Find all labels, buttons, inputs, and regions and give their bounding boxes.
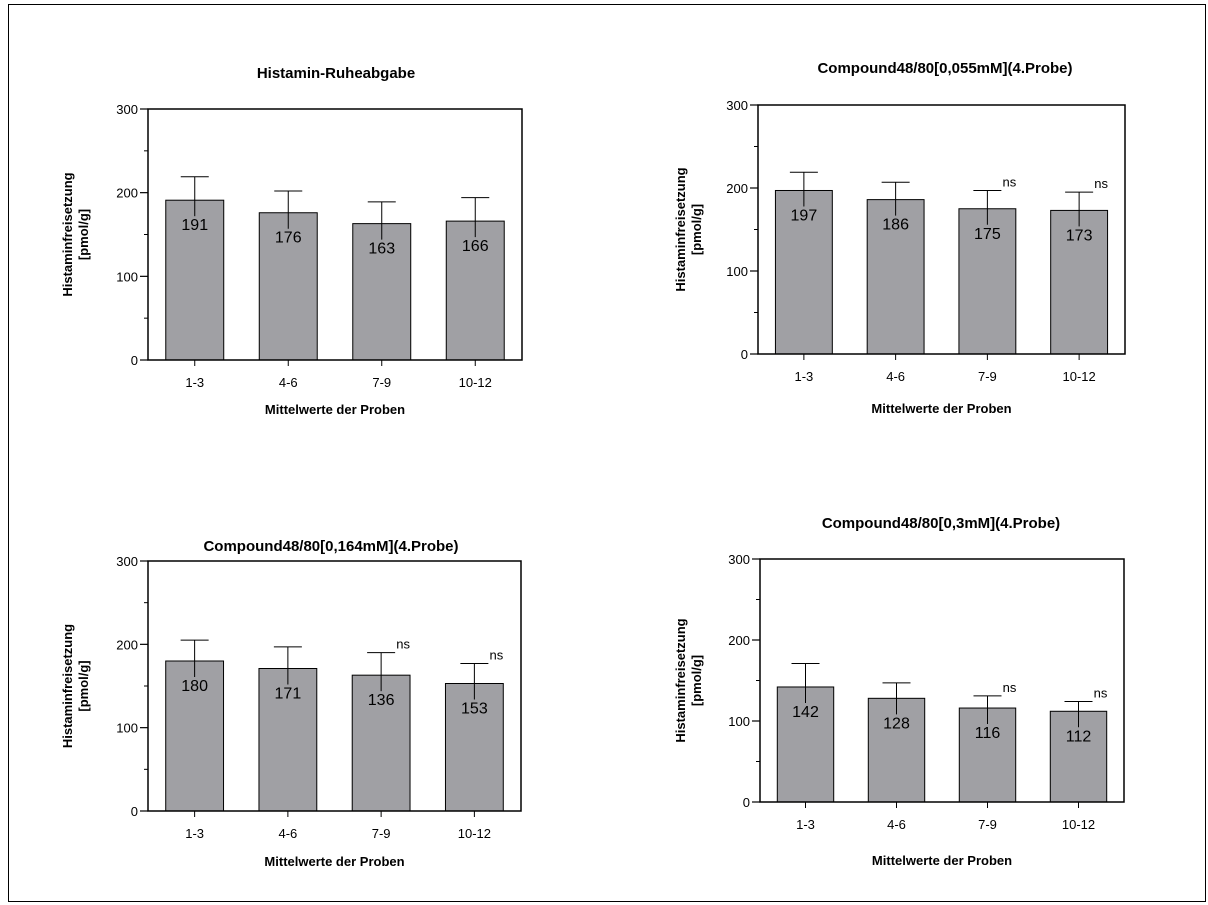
x-tick-label: 1-3 [794,369,813,384]
y-tick-label: 200 [726,181,748,196]
bar-value-label: 176 [275,230,302,247]
bar-value-label: 163 [368,241,395,258]
x-tick-label: 7-9 [372,826,391,841]
y-axis-label: [pmol/g] [689,204,704,255]
x-tick-label: 4-6 [279,375,298,390]
y-axis-label: Histaminfreisetzung [673,167,688,291]
bar-value-label: 112 [1066,728,1092,745]
bar [776,686,835,803]
bar [444,683,504,812]
bar [165,199,225,361]
y-tick-label: 300 [726,98,748,113]
x-axis-label: Mittelwerte der Proben [871,401,1011,416]
y-axis-label: Histaminfreisetzung [60,172,75,296]
x-axis-label: Mittelwerte der Proben [872,853,1012,868]
chart-title: Compound48/80[0,164mM](4.Probe) [203,538,458,555]
bar [258,668,318,812]
bar-value-label: 116 [975,725,1001,742]
x-tick-label: 7-9 [978,369,997,384]
chart-title: Compound48/80[0,3mM](4.Probe) [822,515,1060,532]
bar-value-label: 171 [275,686,302,703]
y-axis-label: Histaminfreisetzung [60,624,75,748]
y-tick-label: 100 [726,264,748,279]
x-axis-label: Mittelwerte der Proben [264,854,404,869]
chart-title: Histamin-Ruheabgabe [257,65,415,82]
bar-value-label: 128 [883,715,910,732]
x-tick-label: 1-3 [185,826,204,841]
bar [1050,209,1109,355]
bar-value-label: 142 [792,704,819,721]
significance-label: ns [1094,176,1108,191]
x-tick-label: 10-12 [458,826,491,841]
y-tick-label: 100 [728,714,750,729]
bar [867,697,926,803]
x-tick-label: 4-6 [278,826,297,841]
y-tick-label: 100 [116,269,138,284]
x-tick-label: 4-6 [886,369,905,384]
y-tick-label: 0 [741,347,748,362]
bar [445,220,505,361]
bar [958,208,1017,355]
y-tick-label: 100 [116,721,138,736]
bar-value-label: 191 [181,217,208,234]
y-tick-label: 0 [131,804,138,819]
y-axis-label: [pmol/g] [76,660,91,711]
significance-label: ns [1003,680,1017,695]
x-tick-label: 10-12 [1062,817,1095,832]
y-axis-label: [pmol/g] [76,209,91,260]
significance-label: ns [490,648,504,663]
bar-value-label: 197 [791,207,818,224]
bar-value-label: 166 [462,238,489,255]
y-tick-label: 300 [116,554,138,569]
bar-value-label: 180 [181,678,208,695]
x-tick-label: 10-12 [459,375,492,390]
bar-value-label: 136 [368,692,395,709]
significance-label: ns [1094,686,1108,701]
y-tick-label: 0 [743,795,750,810]
significance-label: ns [1003,174,1017,189]
x-tick-label: 1-3 [185,375,204,390]
bar-value-label: 186 [882,217,909,234]
bar-value-label: 153 [461,701,488,718]
y-axis-label: Histaminfreisetzung [673,618,688,742]
bar-value-label: 173 [1066,227,1093,244]
x-tick-label: 4-6 [887,817,906,832]
x-tick-label: 7-9 [978,817,997,832]
y-tick-label: 200 [116,186,138,201]
y-tick-label: 200 [728,633,750,648]
bar [165,660,225,812]
chart-title: Compound48/80[0,055mM](4.Probe) [817,60,1072,77]
y-axis-label: [pmol/g] [689,655,704,706]
x-axis-label: Mittelwerte der Proben [265,402,405,417]
bar [774,189,833,355]
significance-label: ns [396,637,410,652]
y-tick-label: 300 [116,102,138,117]
x-tick-label: 1-3 [796,817,815,832]
x-tick-label: 7-9 [372,375,391,390]
y-tick-label: 0 [131,353,138,368]
y-tick-label: 200 [116,637,138,652]
y-tick-label: 300 [728,552,750,567]
x-tick-label: 10-12 [1063,369,1096,384]
bar-value-label: 175 [974,226,1001,243]
bar [866,199,925,355]
